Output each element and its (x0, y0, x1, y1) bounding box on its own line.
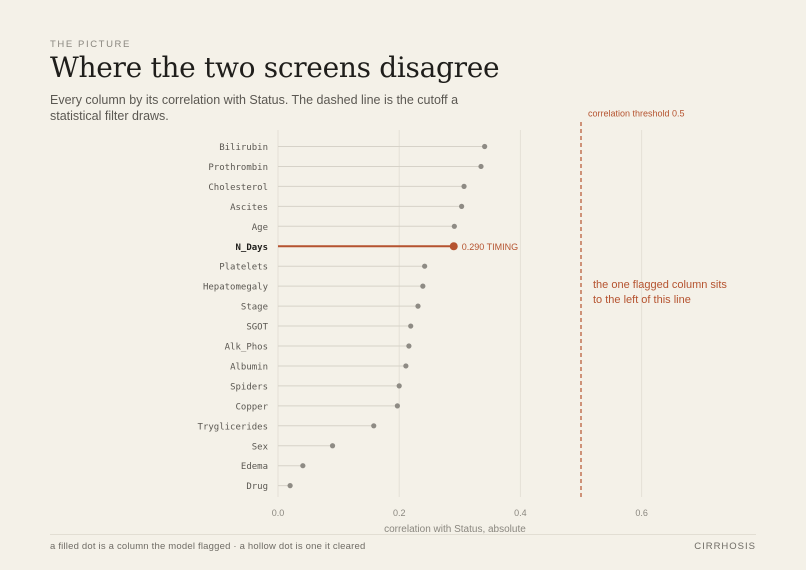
category-label: Drug (246, 482, 268, 492)
lollipop-dot (451, 223, 457, 229)
lollipop-dot (287, 483, 293, 489)
lollipop-dot (394, 403, 400, 409)
legend-footnote: a filled dot is a column the model flagg… (50, 541, 366, 552)
category-label: Hepatomegaly (203, 283, 269, 293)
category-label: Prothrombin (208, 163, 268, 173)
category-label: N_Days (235, 243, 268, 253)
threshold-annotation: to the left of this line (593, 294, 691, 306)
category-label: Cholesterol (208, 183, 268, 193)
page-title: Where the two screens disagree (50, 51, 500, 84)
lollipop-dot (461, 183, 467, 189)
category-label: Age (252, 223, 268, 233)
category-label: Ascites (230, 203, 268, 213)
lollipop-dot (459, 203, 465, 209)
threshold-annotation: the one flagged column sits (593, 279, 727, 291)
lollipop-dot (403, 363, 409, 369)
lollipop-dot (415, 303, 421, 309)
lollipop-dot (408, 323, 414, 329)
lollipop-dot (329, 443, 336, 449)
x-tick-label: 0.2 (393, 508, 406, 518)
lollipop-dot (396, 383, 402, 389)
highlight-value-label: 0.290 TIMING (462, 242, 518, 252)
page-subtitle: Every column by its correlation with Sta… (50, 93, 459, 123)
threshold-label: correlation threshold 0.5 (588, 109, 685, 119)
lollipop-dot (420, 283, 426, 289)
highlight-dot (449, 242, 458, 251)
source-label: CIRRHOSIS (694, 541, 756, 552)
lollipop-dot (422, 263, 428, 269)
x-tick-label: 0.4 (514, 508, 527, 518)
category-label: Spiders (230, 382, 268, 392)
x-tick-label: 0.0 (272, 508, 285, 518)
x-axis-title: correlation with Status, absolute (384, 524, 526, 535)
x-tick-label: 0.6 (635, 508, 648, 518)
category-label: Platelets (219, 263, 268, 273)
lollipop-dot (406, 343, 412, 349)
category-label: SGOT (246, 323, 268, 333)
category-label: Sex (252, 442, 269, 452)
category-label: Alk_Phos (225, 343, 268, 353)
eyebrow: THE PICTURE (50, 39, 131, 50)
lollipop-dot (300, 463, 306, 469)
lollipop-dot (478, 163, 484, 170)
category-label: Bilirubin (219, 143, 268, 153)
category-label: Albumin (230, 362, 268, 372)
lollipop-dot (371, 423, 377, 429)
footer-divider (50, 534, 756, 535)
category-label: Copper (235, 402, 268, 412)
category-label: Tryglicerides (198, 422, 268, 432)
category-label: Stage (241, 303, 268, 313)
category-label: Edema (241, 462, 268, 472)
lollipop-dot (482, 143, 488, 150)
